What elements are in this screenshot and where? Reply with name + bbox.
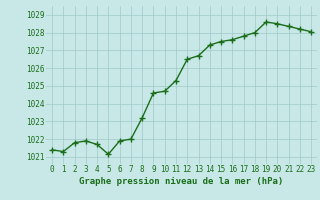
X-axis label: Graphe pression niveau de la mer (hPa): Graphe pression niveau de la mer (hPa) [79,177,284,186]
